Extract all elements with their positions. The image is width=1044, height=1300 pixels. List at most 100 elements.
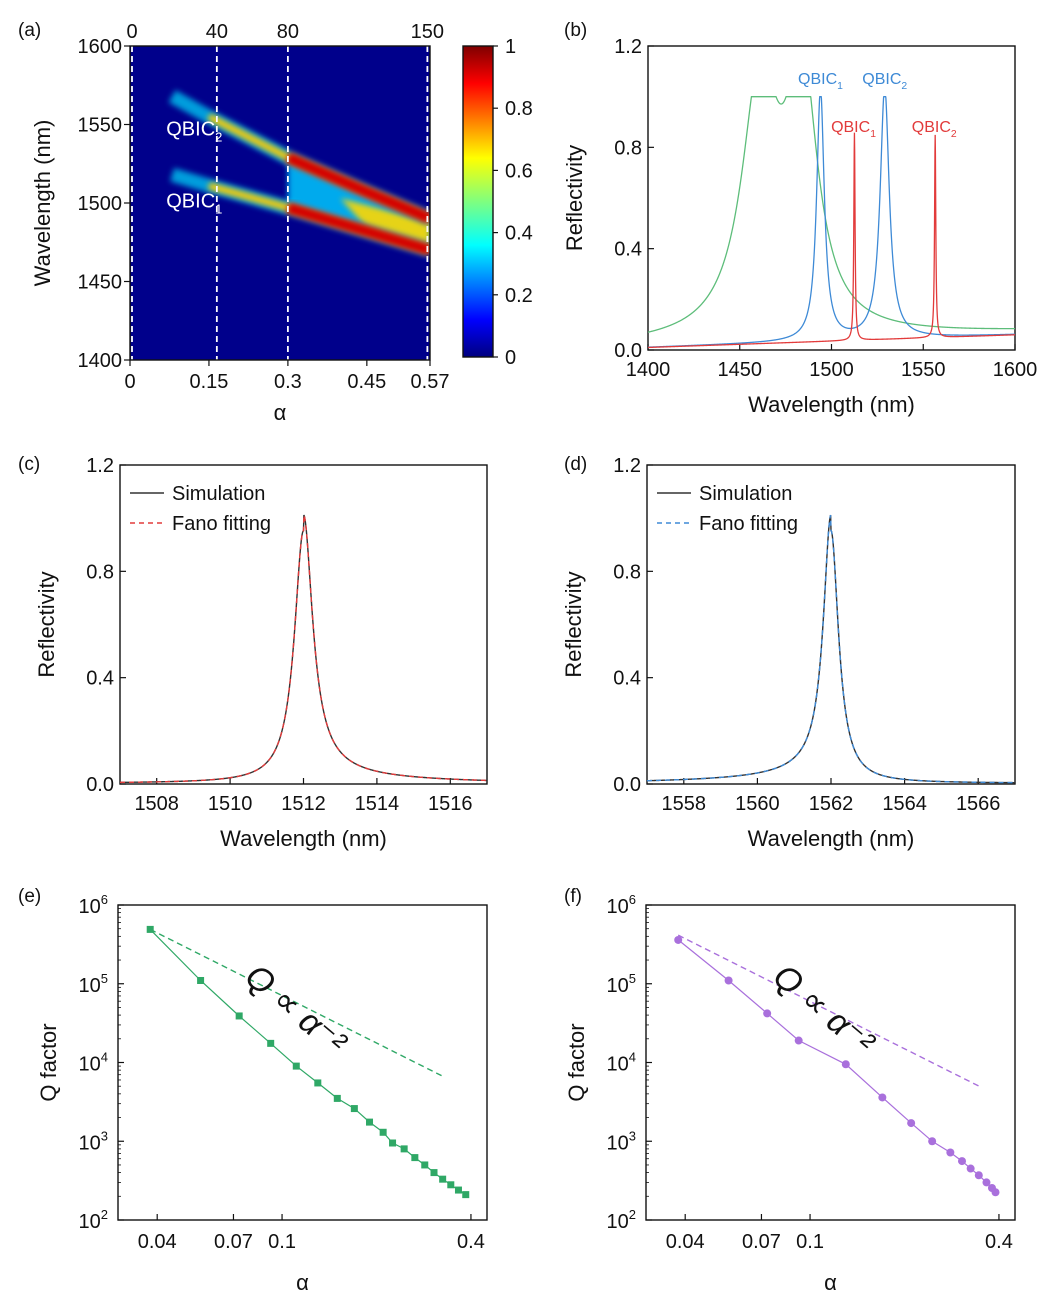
simulation-line (119, 514, 488, 784)
data-point (366, 1118, 374, 1126)
x-axis-label: α (274, 400, 287, 425)
colorbar-tick-label: 1 (505, 36, 516, 58)
top-tick-label: 0 (126, 21, 137, 43)
y-tick-label: 103 (607, 1128, 636, 1154)
legend-simulation: Simulation (172, 483, 265, 505)
x-tick-label: 1510 (208, 793, 253, 815)
y-tick-label: 1.2 (613, 455, 641, 477)
y-tick-label: 0.8 (86, 561, 114, 583)
y-tick-label: 0.0 (614, 340, 642, 362)
x-axis-label: α (296, 1270, 309, 1295)
y-tick-label: 1600 (78, 36, 123, 58)
chart-b: 1400 1450 1500 1550 1600 0.0 0.4 0.8 1.2 Waveleng… (562, 36, 1037, 417)
x-tick-label: 1560 (735, 793, 780, 815)
y-tick-label: 0.0 (613, 774, 641, 796)
y-axis-label: Q factor (564, 1023, 589, 1101)
x-tick-label: 1558 (662, 793, 707, 815)
data-point (907, 1119, 916, 1128)
y-tick-label: 103 (79, 1128, 108, 1154)
x-tick-label: 1514 (355, 793, 400, 815)
x-tick-label: 1400 (626, 359, 671, 381)
x-tick-label: 1566 (956, 793, 1001, 815)
data-point (197, 976, 205, 984)
y-tick-label: 104 (79, 1050, 108, 1076)
data-point (724, 976, 733, 985)
panel-label: (d) (564, 454, 587, 475)
panel-label: (f) (564, 886, 582, 907)
data-point (966, 1164, 975, 1173)
x-tick-label: 1500 (809, 359, 854, 381)
fano-fit-line (119, 514, 488, 784)
data-point (350, 1105, 358, 1113)
colorbar-frame (462, 45, 494, 358)
band-peak (286, 201, 430, 256)
top-tick-label: 40 (206, 21, 228, 43)
data-point (794, 1036, 803, 1045)
y-tick-label: 102 (607, 1207, 636, 1233)
y-tick-label: 1500 (78, 193, 123, 215)
data-point (411, 1154, 419, 1162)
chart-e: 0.04 0.07 0.1 0.4 102 103 104 105 106 α Q factor Q … (36, 892, 488, 1295)
y-axis-label: Reflectivity (34, 571, 59, 677)
x-tick-label: 0.15 (189, 371, 228, 393)
axes-frame (645, 904, 1016, 1221)
fit-line (677, 934, 980, 1087)
fano-fit-line (646, 514, 1015, 784)
panel-label: (c) (18, 454, 40, 475)
x-tick-label: 1564 (882, 793, 927, 815)
data-point (235, 1012, 243, 1020)
y-tick-label: 0.8 (614, 137, 642, 159)
data-point (333, 1094, 341, 1102)
data-point (928, 1137, 937, 1146)
legend-simulation: Simulation (699, 483, 792, 505)
x-tick-label: 0.3 (274, 371, 302, 393)
band-peak (285, 152, 430, 225)
x-tick-label: 0.1 (796, 1231, 824, 1253)
data-point (841, 1060, 850, 1069)
x-tick-label: 1508 (134, 793, 179, 815)
y-tick-label: 1.2 (86, 455, 114, 477)
y-tick-label: 106 (607, 892, 636, 918)
qbic-annotation: QBIC2 (912, 119, 957, 140)
series-line-red (647, 132, 1016, 349)
legend-fit: Fano fitting (172, 513, 271, 535)
data-point (292, 1062, 300, 1070)
panel-label: (b) (564, 20, 587, 41)
data-point (314, 1079, 322, 1087)
x-tick-label: 1450 (718, 359, 763, 381)
heatmap-a: 0 40 80 1500 0.15 0.3 0.45 0.571400145015001550… (30, 21, 533, 425)
x-tick-label: 1550 (901, 359, 946, 381)
y-axis-label: Reflectivity (561, 571, 586, 677)
x-axis-label: Wavelength (nm) (748, 826, 915, 851)
y-tick-label: 0.4 (86, 668, 114, 690)
data-point (430, 1169, 438, 1177)
qbic-annotation: QBIC2 (166, 118, 222, 144)
data-point (958, 1157, 967, 1166)
y-tick-label: 102 (79, 1207, 108, 1233)
data-point (674, 935, 683, 944)
y-tick-label: 104 (607, 1050, 636, 1076)
y-tick-label: 0.8 (613, 561, 641, 583)
colorbar-tick-label: 0.4 (505, 223, 533, 245)
legend-fit: Fano fitting (699, 513, 798, 535)
data-point (447, 1181, 455, 1189)
simulation-line (646, 514, 1015, 784)
x-tick-label: 0 (124, 371, 135, 393)
top-tick-label: 150 (411, 21, 444, 43)
data-point (982, 1178, 991, 1187)
data-point (421, 1161, 429, 1169)
y-tick-label: 1.2 (614, 36, 642, 58)
data-point (974, 1171, 983, 1180)
panel-label: (e) (18, 886, 41, 907)
chart-c: 1508 1510 1512 1514 1516 0.0 0.4 0.8 1.2 Waveleng… (34, 455, 488, 851)
x-axis-label: Wavelength (nm) (748, 392, 915, 417)
y-tick-label: 0.4 (613, 668, 641, 690)
y-tick-label: 1550 (78, 115, 123, 137)
fit-line (149, 928, 443, 1077)
data-point (878, 1093, 887, 1102)
colorbar-tick-label: 0.6 (505, 160, 533, 182)
y-axis-label: Wavelength (nm) (30, 120, 55, 287)
x-tick-label: 0.04 (666, 1231, 705, 1253)
top-tick-label: 80 (277, 21, 299, 43)
x-tick-label: 0.1 (268, 1231, 296, 1253)
